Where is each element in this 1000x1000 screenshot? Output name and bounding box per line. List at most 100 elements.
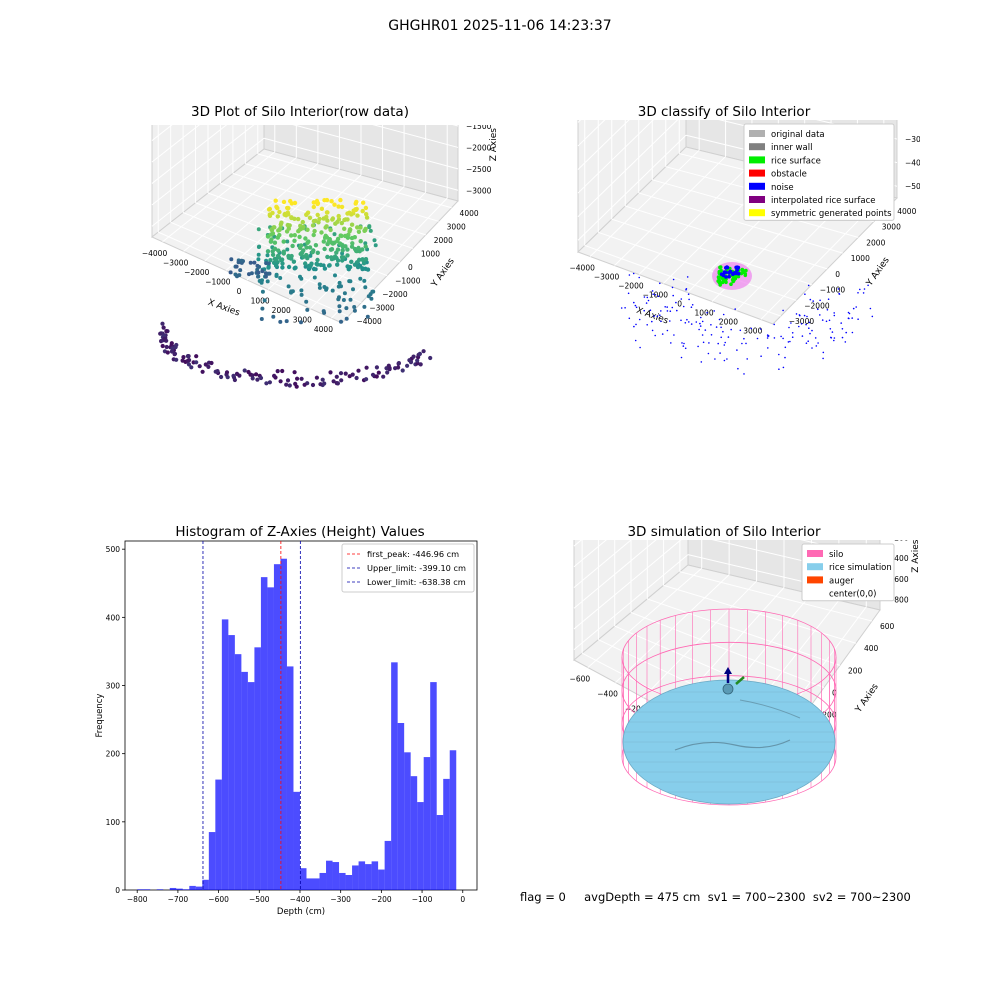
- p2-noise-point: [767, 335, 769, 338]
- p1-data-point: [322, 246, 327, 252]
- p2-noise-point: [627, 292, 630, 295]
- p2-noise-point: [780, 335, 782, 338]
- p1-floor-pane: [151, 148, 459, 324]
- p2-legend-swatch: [749, 169, 765, 177]
- p3-histogram-bar: [215, 779, 222, 890]
- p1-data-point: [319, 230, 324, 235]
- p1-data-point: [311, 200, 316, 205]
- p2-noise-point: [759, 328, 762, 330]
- p1-data-point: [272, 234, 277, 239]
- p2-noise-point: [847, 317, 850, 319]
- p2-noise-point: [756, 337, 759, 340]
- p1-data-point: [311, 204, 316, 210]
- p4-legend-box: [801, 543, 895, 602]
- p2-noise-point: [633, 325, 635, 328]
- p1-grid-z-side: [151, 125, 255, 206]
- p2-legend-swatch: [749, 182, 765, 190]
- p1-data-point: [278, 379, 283, 384]
- p2-legend-label: noise: [771, 183, 794, 193]
- p2-rice-surface-point: [723, 279, 728, 284]
- p2-x-label: X Axies: [635, 306, 670, 327]
- p1-data-point: [281, 239, 286, 244]
- p1-data-point: [328, 370, 333, 375]
- p1-data-point: [368, 228, 373, 233]
- p1-data-point: [415, 358, 420, 363]
- p2-noise-point: [675, 301, 677, 304]
- p2-noise-point: [833, 312, 835, 314]
- p1-data-point: [303, 236, 308, 241]
- p1-data-point: [298, 251, 303, 257]
- p1-data-point: [363, 266, 368, 271]
- p3-legend-label: Upper_limit: -399.10 cm: [367, 563, 466, 573]
- p1-data-point: [385, 370, 390, 375]
- p1-data-point: [286, 212, 291, 217]
- p1-data-point: [292, 200, 298, 206]
- p1-data-point: [355, 213, 360, 218]
- p1-data-point: [311, 266, 317, 272]
- p1-data-point: [386, 363, 391, 368]
- panel2-classify-3d-plot: −4000−3000−2000−10000100020003000−3000−2…: [570, 120, 920, 375]
- p2-noise-point: [706, 311, 708, 314]
- p1-data-point: [252, 260, 257, 265]
- p4-z-tick: −400: [888, 554, 909, 563]
- p1-data-point: [332, 232, 337, 237]
- p3-legend-label: Lower_limit: -638.38 cm: [367, 577, 466, 587]
- p1-data-point: [268, 232, 274, 237]
- p1-data-point: [160, 343, 165, 349]
- p3-histogram-bar: [202, 879, 209, 890]
- p1-data-point: [314, 375, 319, 380]
- p2-noise-point: [837, 288, 840, 290]
- p1-data-point: [257, 264, 262, 269]
- p2-noise-point: [685, 289, 687, 291]
- p1-data-point: [339, 204, 345, 210]
- p2-noise-point: [661, 333, 664, 335]
- p3-x-tick-label: −700: [168, 895, 189, 904]
- p1-data-point: [337, 304, 342, 309]
- p1-data-point: [330, 217, 335, 222]
- p1-data-point: [256, 274, 260, 279]
- p2-noise-point: [798, 325, 800, 328]
- p3-y-tick-label: 400: [106, 613, 121, 622]
- p1-data-point: [336, 297, 341, 302]
- p2-noise-point: [720, 336, 722, 339]
- p2-y-tick: −2000: [804, 301, 830, 310]
- p1-data-point: [322, 235, 328, 240]
- p2-noise-point: [651, 329, 654, 332]
- p2-noise-point: [800, 323, 803, 325]
- p1-data-point: [174, 357, 179, 362]
- p1-data-point: [335, 381, 340, 386]
- p2-legend-label: rice surface: [771, 156, 821, 166]
- p2-noise-point: [784, 346, 787, 349]
- p1-z-tick: −1500: [466, 125, 492, 131]
- p1-y-tick: −1000: [395, 277, 421, 286]
- p1-data-point: [356, 368, 361, 373]
- p1-data-point: [417, 351, 422, 356]
- p1-x-tick: −2000: [184, 268, 210, 277]
- p1-data-point: [358, 225, 363, 230]
- p2-noise-point: [670, 342, 672, 344]
- p1-data-point: [290, 243, 295, 249]
- p3-histogram-bar: [176, 888, 183, 890]
- p2-noise-point: [686, 276, 689, 278]
- p3-x-tick-label: −300: [330, 895, 351, 904]
- p1-x-tick: 2000: [272, 306, 291, 315]
- p1-data-point: [292, 266, 297, 271]
- p2-noise-point: [817, 308, 819, 311]
- p1-data-point: [418, 362, 423, 367]
- p1-data-point: [279, 220, 284, 225]
- p2-noise-point: [855, 306, 857, 308]
- p1-data-point: [215, 369, 220, 374]
- p1-data-point: [315, 212, 320, 218]
- p2-noise-point: [743, 373, 745, 375]
- p1-data-point: [318, 262, 323, 268]
- p3-histogram-bar: [195, 886, 203, 890]
- p3-legend-box: [341, 543, 475, 593]
- p1-data-point: [343, 371, 348, 376]
- p2-noise-point: [727, 336, 730, 338]
- p3-histogram-bar: [391, 662, 398, 890]
- p1-data-point: [339, 233, 344, 239]
- p4-rice-surface-ridge: [674, 739, 791, 751]
- p1-data-point: [302, 382, 307, 387]
- p2-noise-point: [690, 306, 693, 308]
- p3-histogram-bar: [358, 861, 366, 890]
